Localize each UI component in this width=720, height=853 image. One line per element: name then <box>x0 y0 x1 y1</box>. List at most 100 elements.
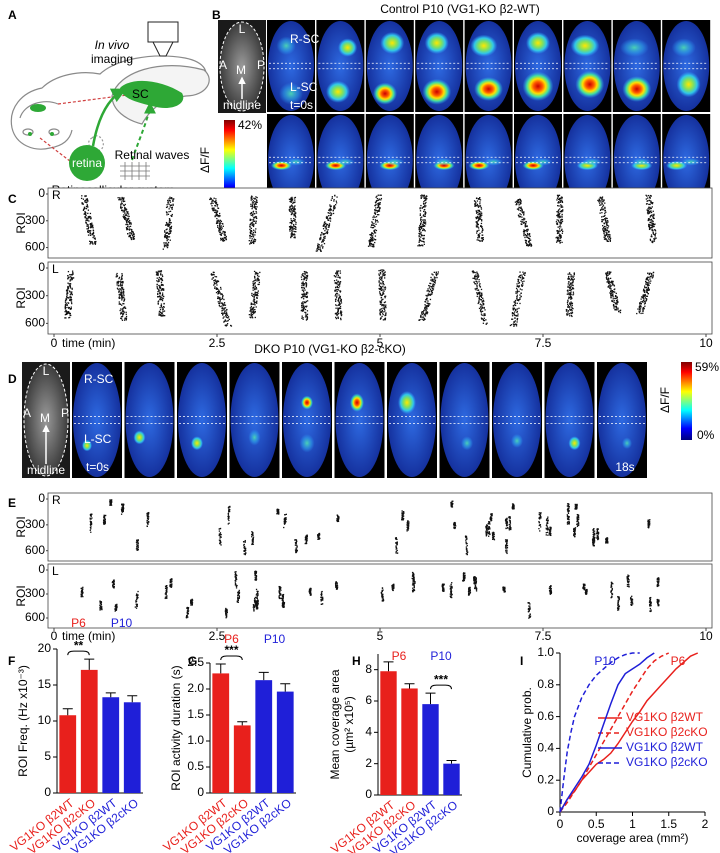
raster-dot <box>254 293 255 294</box>
raster-dot <box>285 517 286 518</box>
raster-dot <box>483 301 484 302</box>
raster-dot <box>126 209 127 210</box>
raster-dot <box>604 234 605 235</box>
raster-dot <box>339 307 340 308</box>
raster-dot <box>294 205 295 206</box>
frame-label: L-SC <box>84 432 112 446</box>
raster-dot <box>119 298 120 299</box>
raster-dot <box>557 198 558 199</box>
raster-dot <box>223 316 224 317</box>
raster-dot <box>284 522 285 523</box>
raster-dot <box>324 233 325 234</box>
raster-dot <box>72 272 73 273</box>
raster-dot <box>647 212 648 213</box>
raster-dot <box>294 214 295 215</box>
raster-dot <box>251 311 252 312</box>
y-tick-label: 0 <box>38 260 45 274</box>
raster-dot <box>648 226 649 227</box>
raster-dot <box>648 288 649 289</box>
raster-dot <box>557 230 558 231</box>
raster-dot <box>516 288 517 289</box>
raster-side-label: R <box>52 493 61 507</box>
raster-dot <box>223 226 224 227</box>
raster-dot <box>321 244 322 245</box>
raster-dot <box>302 317 303 318</box>
raster-dot <box>219 533 220 534</box>
raster-dot <box>522 278 523 279</box>
raster-dot <box>255 280 256 281</box>
raster-dot <box>569 522 570 523</box>
raster-dot <box>478 230 479 231</box>
raster-dot <box>335 290 336 291</box>
raster-dot <box>650 222 651 223</box>
raster-dot <box>87 220 88 221</box>
raster-dot <box>164 246 165 247</box>
raster-dot <box>162 300 163 301</box>
raster-dot <box>129 222 130 223</box>
raster-dot <box>572 303 573 304</box>
raster-dot <box>527 234 528 235</box>
imaging-frame <box>335 362 385 478</box>
raster-dot <box>510 521 511 522</box>
raster-dot <box>477 239 478 240</box>
raster-dot <box>593 532 594 533</box>
raster-dot <box>217 211 218 212</box>
raster-dot <box>477 224 478 225</box>
raster-dot <box>379 283 380 284</box>
raster-dot <box>334 195 335 196</box>
raster-dot <box>162 298 163 299</box>
raster-dot <box>218 301 219 302</box>
raster-dot <box>224 311 225 312</box>
raster-dot <box>371 235 372 236</box>
raster-dot <box>603 216 604 217</box>
raster-dot <box>547 535 548 536</box>
raster-dot <box>305 312 306 313</box>
raster-dot <box>336 295 337 296</box>
raster-dot <box>297 550 298 551</box>
raster-dot <box>73 277 74 278</box>
raster-dot <box>169 200 170 201</box>
raster-dot <box>572 287 573 288</box>
raster-dot <box>546 532 547 533</box>
raster-dot <box>474 276 475 277</box>
raster-dot <box>647 527 648 528</box>
raster-dot <box>337 281 338 282</box>
raster-dot <box>578 521 579 522</box>
raster-dot <box>481 305 482 306</box>
raster-dot <box>120 283 121 284</box>
raster-dot <box>568 519 569 520</box>
x-tick-label: 7.5 <box>535 336 552 350</box>
activity-blob <box>422 79 451 105</box>
raster-dot <box>169 222 170 223</box>
raster-dot <box>221 536 222 537</box>
raster-dot <box>560 226 561 227</box>
raster-dot <box>424 241 425 242</box>
raster-dot <box>301 305 302 306</box>
raster-dot <box>381 290 382 291</box>
raster-dot <box>221 225 222 226</box>
raster-dot <box>571 283 572 284</box>
raster-dot <box>383 281 384 282</box>
raster-dot <box>302 294 303 295</box>
raster-dot <box>160 297 161 298</box>
raster-dot <box>506 552 507 553</box>
raster-dot <box>570 276 571 277</box>
raster-dot <box>224 237 225 238</box>
raster-dot <box>509 529 510 530</box>
raster-dot <box>319 239 320 240</box>
raster-dot <box>376 196 377 197</box>
raster-dot <box>121 514 122 515</box>
raster-dot <box>562 221 563 222</box>
y-tick-label: 300 <box>25 288 45 302</box>
raster-dot <box>648 521 649 522</box>
raster-dot <box>148 514 149 515</box>
raster-dot <box>219 224 220 225</box>
raster-dot <box>147 522 148 523</box>
raster-dot <box>509 528 510 529</box>
raster-dot <box>251 534 252 535</box>
raster-dot <box>601 212 602 213</box>
raster-dot <box>213 277 214 278</box>
raster-dot <box>653 272 654 273</box>
imaging-frame <box>492 362 542 478</box>
raster-dot <box>481 297 482 298</box>
